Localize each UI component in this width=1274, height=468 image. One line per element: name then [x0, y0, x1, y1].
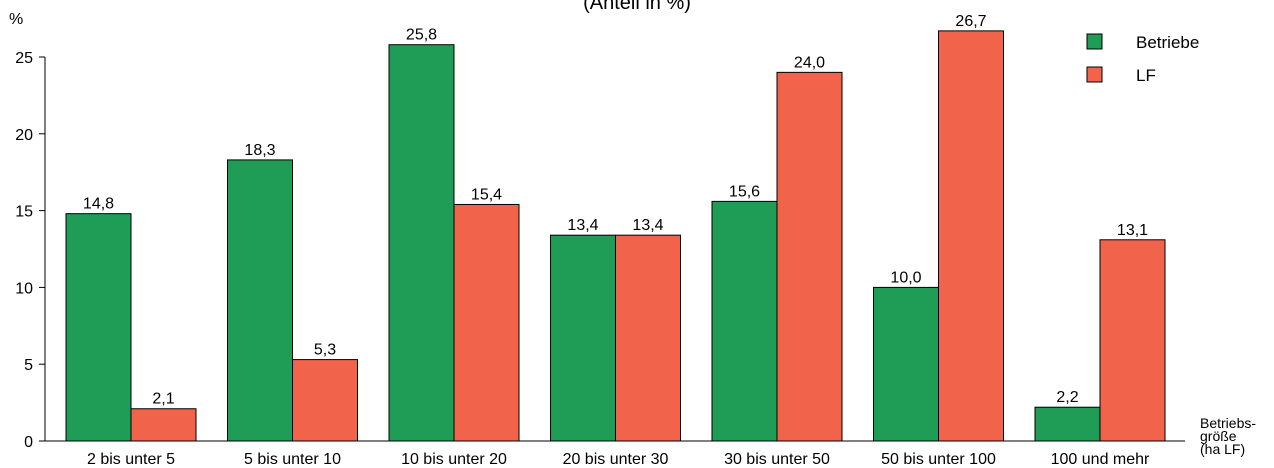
bar-lf	[130, 408, 197, 442]
bar-lf	[776, 71, 843, 442]
x-tick-label: 100 und mehr	[1051, 451, 1150, 468]
bar-lf	[453, 203, 520, 442]
bar-lf	[938, 30, 1004, 442]
x-tick-label: 2 bis unter 5	[87, 451, 175, 468]
x-tick-label: 20 bis unter 30	[563, 451, 669, 468]
y-tick-label: 0	[24, 434, 33, 451]
bar-betriebe	[711, 200, 778, 442]
x-tick-label: 10 bis unter 20	[401, 451, 507, 468]
bar-lf	[1099, 239, 1166, 442]
bar-value-label-lf: 5,3	[314, 342, 336, 359]
bar-value-label-betriebe: 2,2	[1056, 389, 1078, 406]
legend-label-lf: LF	[1136, 66, 1156, 85]
bar-value-label-betriebe: 15,6	[729, 183, 760, 200]
bar-value-label-lf: 13,4	[632, 217, 663, 234]
bar-betriebe	[227, 159, 293, 442]
x-tick-label: 5 bis unter 10	[244, 451, 341, 468]
bar-value-label-lf: 13,1	[1117, 222, 1148, 239]
x-tick-label: 30 bis unter 50	[724, 451, 830, 468]
legend-swatch-lf	[1086, 66, 1103, 83]
legend-label-betriebe: Betriebe	[1136, 33, 1199, 52]
x-tick-label: 50 bis unter 100	[881, 451, 996, 468]
bar-value-label-lf: 2,1	[152, 391, 174, 408]
x-axis-label: größe	[1200, 428, 1237, 444]
bar-lf	[292, 359, 358, 442]
y-tick-label: 10	[15, 280, 33, 297]
bar-value-label-betriebe: 18,3	[244, 142, 275, 159]
y-axis-label: %	[9, 11, 23, 28]
bar-betriebe	[65, 213, 132, 442]
y-tick-label: 5	[24, 357, 33, 374]
bar-value-label-lf: 26,7	[955, 13, 986, 30]
bar-betriebe	[873, 286, 939, 442]
bar-value-label-betriebe: 14,8	[83, 196, 114, 213]
legend-swatch-betriebe	[1086, 33, 1103, 50]
bar-lf	[615, 234, 681, 442]
bar-value-label-lf: 15,4	[471, 186, 502, 203]
bar-value-label-betriebe: 13,4	[567, 217, 598, 234]
chart-title: (Anteil in %)	[583, 0, 691, 14]
y-tick-label: 20	[15, 127, 33, 144]
y-tick-label: 15	[15, 204, 33, 221]
bar-betriebe	[388, 44, 455, 442]
y-tick-label: 25	[15, 50, 33, 67]
bar-value-label-betriebe: 25,8	[406, 27, 437, 44]
bar-betriebe	[550, 234, 616, 442]
bar-value-label-lf: 24,0	[794, 54, 825, 71]
bar-value-label-betriebe: 10,0	[890, 269, 921, 286]
x-axis-label: Betriebs-	[1200, 415, 1256, 431]
x-axis-label: (ha LF)	[1200, 441, 1245, 457]
bar-betriebe	[1034, 406, 1101, 442]
